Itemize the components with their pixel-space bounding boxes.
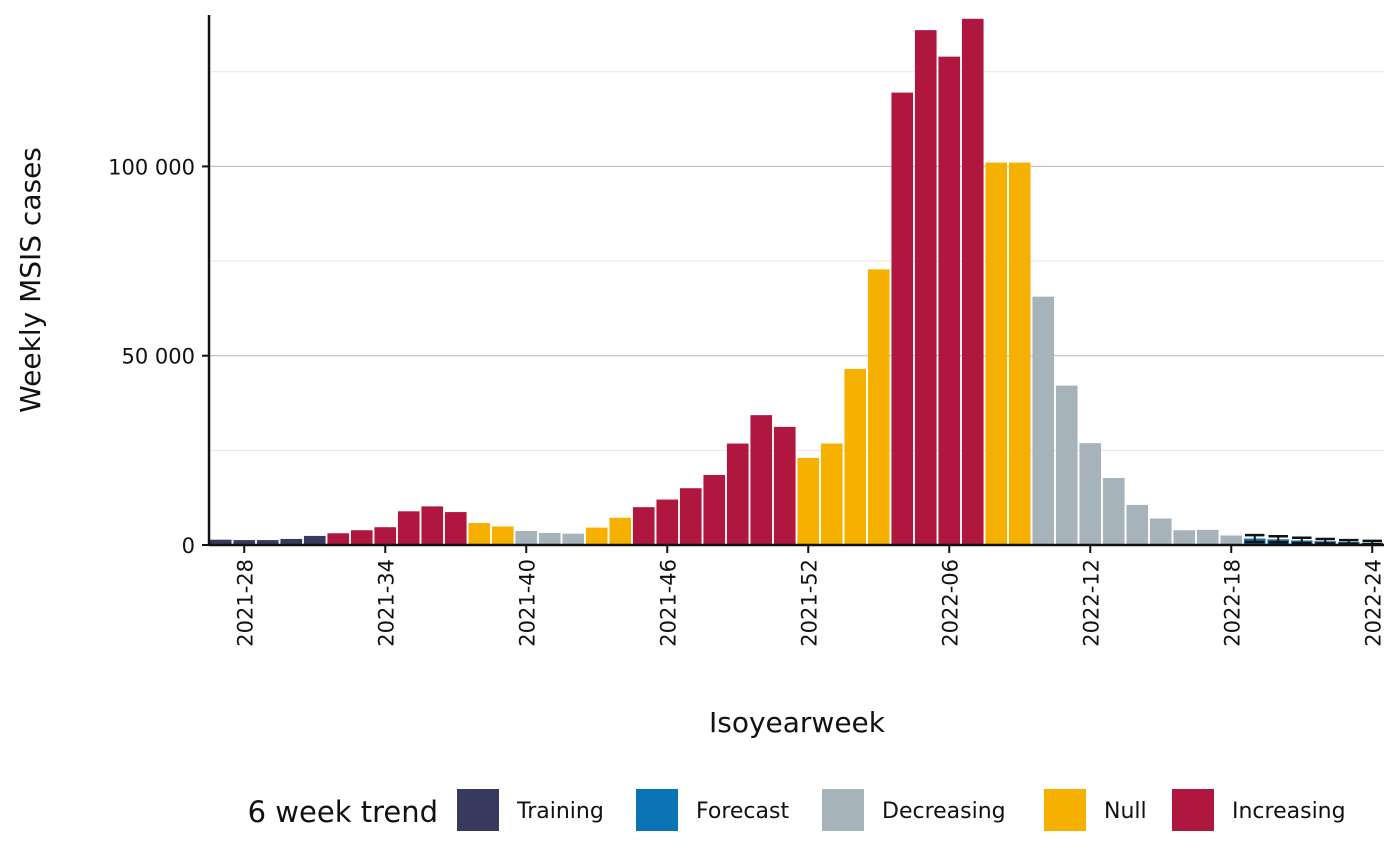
bar-2021-46 <box>656 499 679 545</box>
bar-2021-37 <box>444 512 467 545</box>
legend-item-increasing: Increasing <box>1172 789 1346 831</box>
forecast-errorbars <box>1245 533 1382 546</box>
bar-2021-42 <box>562 533 585 545</box>
bar-2021-40 <box>515 530 538 545</box>
bar-2021-38 <box>468 523 491 545</box>
legend-title: 6 week trend <box>248 795 438 829</box>
legend: 6 week trend Training Forecast Decreasing N… <box>248 789 1346 831</box>
errorbar-2022-21 <box>1292 536 1312 545</box>
bar-2022-11 <box>1055 385 1078 545</box>
bar-2021-34 <box>374 527 397 545</box>
x-tick-label: 2022-12 <box>1079 559 1103 647</box>
bar-2021-32 <box>327 533 350 545</box>
bar-2021-45 <box>632 507 655 545</box>
legend-label: Forecast <box>696 799 789 824</box>
legend-item-decreasing: Decreasing <box>822 789 1006 831</box>
bar-2022-10 <box>1032 296 1055 545</box>
x-tick-labels: 2021-28 2021-34 2021-40 2021-46 2021-52 2022-… <box>233 559 1385 647</box>
bar-2022-17 <box>1196 529 1219 545</box>
legend-label: Null <box>1104 799 1147 824</box>
y-tick-labels: 0 50 000 100 000 <box>108 155 195 558</box>
legend-swatch <box>457 789 499 831</box>
bar-2022-02 <box>844 368 867 545</box>
bar-2021-43 <box>585 527 608 545</box>
errorbar-2022-19 <box>1245 533 1265 544</box>
axes <box>202 15 1384 553</box>
x-tick-label: 2022-24 <box>1361 559 1385 647</box>
bar-2021-35 <box>397 511 420 545</box>
y-tick-label: 50 000 <box>122 345 195 369</box>
gridlines <box>209 71 1384 451</box>
bar-2021-44 <box>609 517 632 545</box>
x-tick-label: 2021-34 <box>374 559 398 647</box>
bar-2021-36 <box>421 506 444 545</box>
bar-2022-16 <box>1173 530 1196 545</box>
bar-2021-51 <box>773 426 796 545</box>
bar-2022-12 <box>1079 443 1102 545</box>
bar-2021-50 <box>750 415 773 545</box>
bar-2021-27 <box>209 539 232 545</box>
legend-swatch <box>822 789 864 831</box>
y-tick-label: 0 <box>182 534 195 558</box>
bar-2021-33 <box>350 530 373 545</box>
bar-2022-18 <box>1220 535 1243 545</box>
bar-2021-28 <box>233 540 256 545</box>
bar-2021-48 <box>703 474 726 545</box>
legend-label: Increasing <box>1232 799 1346 824</box>
legend-swatch <box>1044 789 1086 831</box>
bar-2022-07 <box>961 18 984 546</box>
bar-2022-03 <box>867 269 890 545</box>
bar-2021-49 <box>726 443 749 545</box>
x-tick-label: 2021-46 <box>656 559 680 647</box>
bar-2021-39 <box>491 526 514 545</box>
x-tick-label: 2022-06 <box>938 559 962 647</box>
errorbar-2022-20 <box>1268 535 1288 544</box>
bar-2022-01 <box>820 443 843 545</box>
bar-2021-29 <box>256 540 279 545</box>
bar-2022-08 <box>985 162 1008 545</box>
x-tick-label: 2022-18 <box>1220 559 1244 647</box>
bar-2022-04 <box>891 92 914 545</box>
legend-item-null: Null <box>1044 789 1147 831</box>
errorbar-2022-22 <box>1315 537 1335 545</box>
bars <box>209 18 1384 546</box>
x-tick-label: 2021-28 <box>233 559 257 647</box>
x-tick-label: 2021-40 <box>515 559 539 647</box>
bar-2022-05 <box>914 30 937 545</box>
bar-2021-47 <box>679 488 702 545</box>
x-tick-label: 2021-52 <box>797 559 821 647</box>
bar-2021-31 <box>303 535 326 545</box>
legend-swatch <box>1172 789 1214 831</box>
y-tick-label: 100 000 <box>108 155 195 179</box>
bar-2022-14 <box>1126 504 1149 545</box>
bar-2022-15 <box>1149 518 1172 545</box>
errorbar-2022-24 <box>1362 539 1382 546</box>
bar-2022-06 <box>938 56 961 546</box>
bar-2022-09 <box>1008 162 1031 545</box>
legend-item-forecast: Forecast <box>636 789 789 831</box>
bar-2021-41 <box>538 532 561 545</box>
bar-2022-13 <box>1102 477 1125 545</box>
legend-label: Training <box>516 799 604 824</box>
bar-2021-52 <box>797 457 820 545</box>
legend-swatch <box>636 789 678 831</box>
legend-label: Decreasing <box>882 799 1006 824</box>
legend-items: Training Forecast Decreasing Null Increasing <box>457 789 1346 831</box>
legend-item-training: Training <box>457 789 604 831</box>
bar-2021-30 <box>280 538 303 545</box>
y-axis-title: Weekly MSIS cases <box>14 147 47 413</box>
x-axis-title: Isoyearweek <box>709 706 886 739</box>
